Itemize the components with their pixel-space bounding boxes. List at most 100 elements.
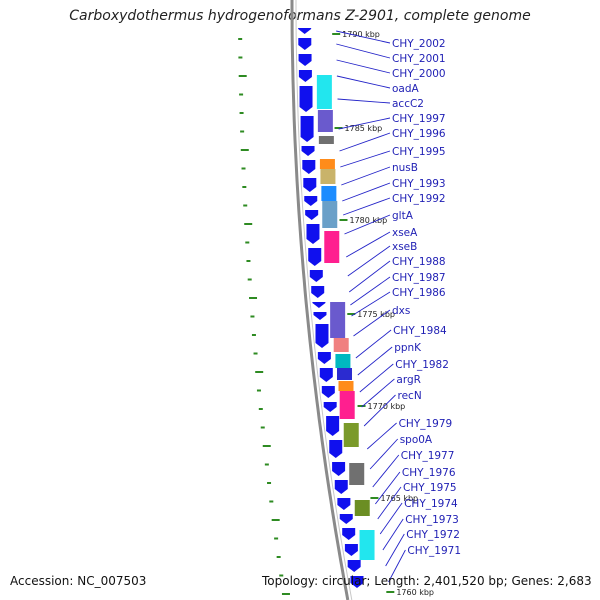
- gc-skew-mark: [253, 352, 258, 355]
- cog-block: [343, 423, 359, 447]
- gene-label-ppnK: ppnK: [394, 342, 422, 354]
- gc-skew-mark: [274, 537, 279, 540]
- gc-skew-mark: [238, 38, 243, 40]
- gene-arrow-CHY_1984: [317, 352, 331, 364]
- topology-summary: Topology: circular; Length: 2,401,520 bp…: [262, 574, 592, 588]
- leader-line: [350, 276, 391, 306]
- gc-skew-mark: [251, 334, 256, 336]
- gene-label-xseA: xseA: [392, 227, 418, 239]
- map-title: Carboxydothermus hydrogenoformans Z-2901…: [69, 8, 531, 24]
- leader-line: [372, 454, 400, 488]
- gc-skew-mark: [279, 574, 284, 577]
- gene-label-CHY_1977: CHY_1977: [401, 450, 455, 462]
- cog-block: [349, 463, 365, 485]
- leader-line: [388, 549, 406, 583]
- gc-skew-mark: [240, 130, 245, 133]
- gene-label-dxs: dxs: [392, 305, 410, 317]
- leader-line: [355, 329, 392, 359]
- gene-label-CHY_1984: CHY_1984: [393, 325, 447, 337]
- forward-strand-track: [298, 28, 364, 588]
- gc-skew-mark: [271, 519, 280, 521]
- cog-block: [335, 354, 351, 368]
- gc-skew-track: [238, 38, 290, 595]
- gc-skew-mark: [281, 593, 290, 595]
- leader-line: [348, 260, 391, 293]
- gene-arrow-CHY_1988: [311, 286, 325, 298]
- gc-skew-mark: [238, 75, 247, 77]
- gene-label-accC2: accC2: [392, 98, 424, 110]
- gene-label-CHY_1975: CHY_1975: [403, 482, 457, 494]
- gene-arrow-argR: [323, 402, 337, 412]
- cog-block: [324, 231, 340, 263]
- kbp-tick: [386, 591, 395, 593]
- leader-line: [338, 117, 391, 130]
- cog-block: [319, 159, 335, 169]
- gc-skew-mark: [242, 186, 247, 188]
- gene-label-CHY_1996: CHY_1996: [392, 128, 446, 140]
- gene-label-CHY_1992: CHY_1992: [392, 193, 446, 205]
- kbp-tick: [370, 497, 379, 499]
- kbp-label: 1790 kbp: [342, 30, 380, 39]
- gc-skew-mark: [249, 297, 258, 299]
- gene-label-xseB: xseB: [392, 241, 417, 253]
- gene-arrow-CHY_1975: [339, 514, 353, 524]
- gene-arrow-CHY_1986: [313, 312, 327, 320]
- leader-line: [375, 471, 401, 505]
- cog-block: [333, 338, 349, 352]
- gene-arrow-xseB: [309, 270, 323, 282]
- gene-arrow-xseA: [308, 248, 322, 266]
- leader-line: [342, 182, 391, 202]
- leader-line: [344, 214, 391, 235]
- gc-skew-mark: [239, 93, 244, 96]
- leader-line: [359, 363, 394, 393]
- gene-arrow-spo0A: [332, 462, 346, 476]
- gc-skew-mark: [240, 149, 249, 151]
- kbp-tick: [339, 219, 348, 221]
- gene-arrow-CHY_2002: [298, 28, 312, 34]
- kbp-tick: [357, 405, 366, 407]
- gene-label-gltA: gltA: [392, 210, 414, 222]
- cog-block: [336, 368, 352, 380]
- gc-skew-mark: [276, 556, 281, 558]
- gene-label-CHY_1974: CHY_1974: [404, 498, 458, 510]
- cog-block: [320, 169, 336, 184]
- kbp-ticks: 1790 kbp 1785 kbp 1780 kbp 1775 kbp 1770 kbp…: [332, 30, 434, 597]
- gc-skew-mark: [241, 167, 246, 170]
- leader-line: [336, 59, 391, 74]
- cog-block: [330, 302, 346, 338]
- kbp-tick: [347, 313, 356, 315]
- gene-arrow-CHY_1976: [337, 498, 351, 510]
- gene-label-CHY_1997: CHY_1997: [392, 113, 446, 125]
- gene-label-CHY_1976: CHY_1976: [402, 467, 456, 479]
- leader-line: [339, 132, 391, 152]
- gene-arrow-oadA: [298, 70, 312, 82]
- gc-skew-mark: [264, 463, 269, 466]
- leader-line: [369, 438, 399, 470]
- gene-label-recN: recN: [398, 390, 422, 402]
- backbone-line-outer: [290, 0, 350, 600]
- kbp-label: 1780 kbp: [350, 216, 388, 225]
- leader-line: [346, 231, 391, 258]
- leader-line: [377, 486, 402, 520]
- gc-skew-mark: [260, 426, 265, 429]
- gene-label-CHY_1971: CHY_1971: [407, 545, 461, 557]
- gene-arrow-CHY_1972: [347, 560, 361, 572]
- kbp-tick: [332, 33, 341, 35]
- gene-label-CHY_1995: CHY_1995: [392, 146, 446, 158]
- kbp-tick: [334, 127, 343, 129]
- gene-arrow-CHY_1992: [305, 210, 319, 220]
- gene-arrow-dxs: [315, 324, 329, 348]
- gene-label-CHY_1988: CHY_1988: [392, 256, 446, 268]
- cog-block: [359, 530, 375, 560]
- gene-arrow-CHY_1977: [334, 480, 348, 494]
- leader-line: [336, 75, 391, 89]
- leader-line: [363, 394, 396, 427]
- leader-line: [340, 150, 391, 168]
- gene-labels: CHY_2002 CHY_2001 CHY_2000 oadA accC2 CHY_199…: [336, 30, 461, 583]
- gene-label-CHY_2001: CHY_2001: [392, 53, 446, 65]
- gene-label-CHY_2000: CHY_2000: [392, 68, 446, 80]
- gc-skew-mark: [239, 112, 244, 114]
- cog-block: [321, 186, 337, 201]
- gene-arrow-ppnK: [319, 368, 333, 382]
- leader-line: [343, 197, 391, 216]
